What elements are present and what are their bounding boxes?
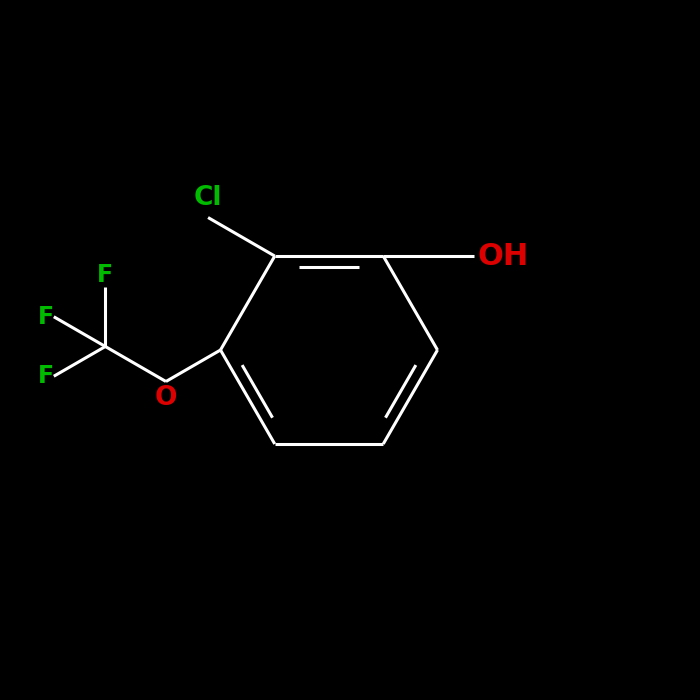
Text: F: F [38,304,54,329]
Text: Cl: Cl [194,185,223,211]
Text: OH: OH [477,241,529,270]
Text: O: O [155,385,177,411]
Text: F: F [38,364,54,388]
Text: F: F [97,263,113,287]
